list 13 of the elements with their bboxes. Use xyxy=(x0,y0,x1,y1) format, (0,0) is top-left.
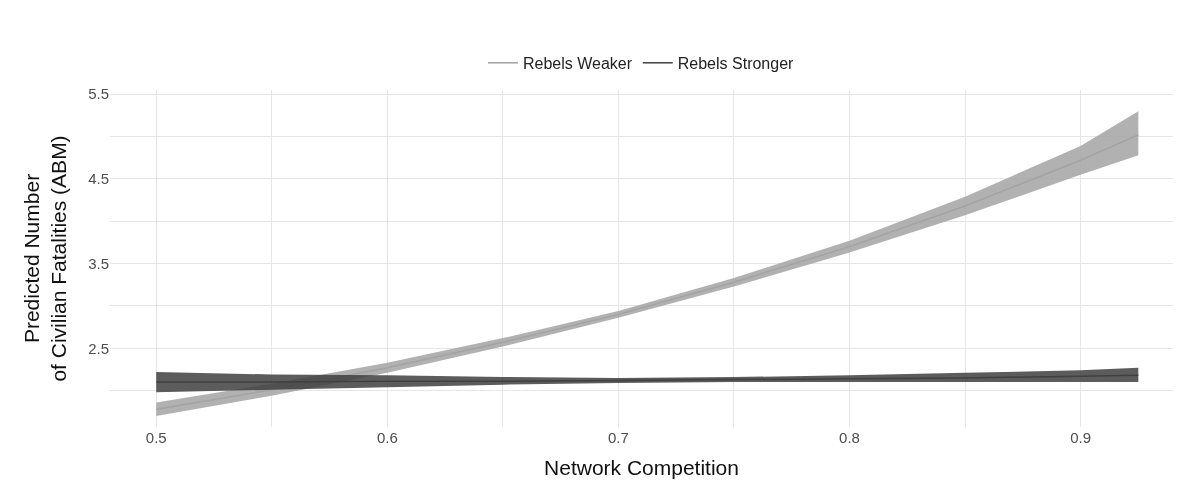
x-axis-title: Network Competition xyxy=(544,456,739,480)
y-tick-label: 4.5 xyxy=(88,170,109,188)
x-tick-label: 0.8 xyxy=(839,429,860,446)
y-tick-label: 5.5 xyxy=(88,85,109,103)
x-tick-label: 0.6 xyxy=(376,429,398,446)
x-tick-label: 0.7 xyxy=(607,429,629,446)
legend-label: Rebels Weaker xyxy=(523,55,633,73)
x-tick-label: 0.9 xyxy=(1070,429,1091,446)
x-tick-label: 0.5 xyxy=(145,429,167,446)
y-tick-label: 2.5 xyxy=(88,339,109,357)
legend-label: Rebels Stronger xyxy=(677,55,795,73)
y-axis-title: Predicted Number of Civilian Fatalities (ABM) xyxy=(19,135,71,382)
y-tick-label: 3.5 xyxy=(88,254,109,272)
